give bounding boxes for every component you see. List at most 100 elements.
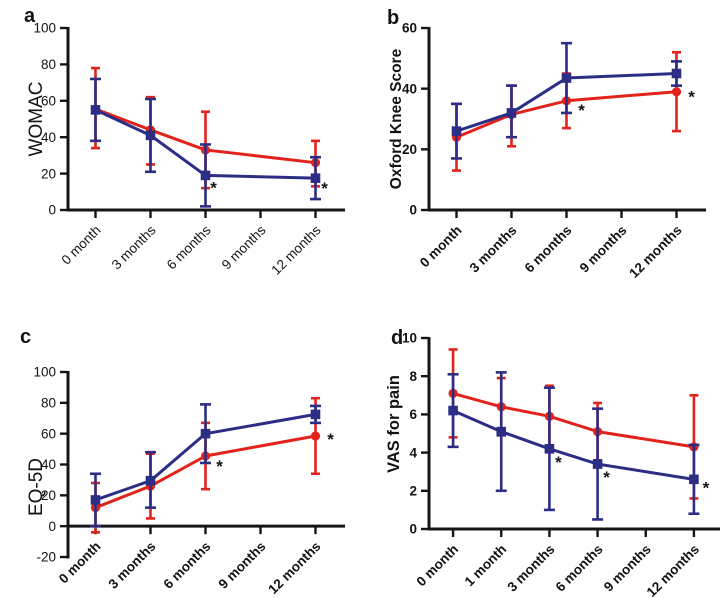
y-tick-label: -20: [36, 550, 56, 565]
square-marker: [592, 459, 603, 469]
square-marker: [310, 173, 321, 183]
y-axis-title: Oxford Knee Score: [388, 48, 405, 189]
x-tick-label: 3 months: [109, 222, 159, 272]
square-marker: [90, 105, 101, 115]
x-tick-label: 6 months: [522, 223, 575, 276]
square-marker: [200, 428, 211, 439]
y-tick-label: 0: [409, 522, 417, 537]
x-tick-label: 6 months: [164, 222, 214, 272]
asterisk: *: [703, 478, 710, 497]
axes: [66, 27, 345, 212]
significance-asterisks: **: [210, 178, 328, 198]
panel-letter: d: [391, 327, 403, 349]
y-axis-ticks: 0 20 40 60: [402, 21, 429, 218]
x-tick-label: 0 month: [417, 223, 465, 271]
square-marker: [496, 426, 507, 437]
y-tick-label: 100: [33, 365, 56, 380]
asterisk: *: [688, 88, 695, 107]
y-tick-label: 4: [409, 445, 417, 460]
x-tick-label: 12 months: [268, 222, 323, 277]
x-tick-label: 12 months: [644, 542, 702, 598]
y-axis-ticks: 0 2 4 6 8 10: [402, 331, 429, 537]
y-axis-title: WOMAC: [26, 82, 47, 157]
y-tick-label: 60: [41, 426, 56, 441]
x-tick-label: 0 month: [413, 542, 461, 590]
square-marker: [451, 126, 462, 136]
chart-a: 0 20 40 60 80 100 WOMAC 0 month 3 months 6 months…: [24, 5, 345, 278]
y-tick-label: 60: [41, 94, 56, 109]
y-axis-ticks: -20 0 20 40 60 80 100: [33, 365, 68, 565]
x-tick-label: 12 months: [265, 539, 323, 597]
x-tick-label: 3 months: [504, 542, 557, 595]
asterisk: *: [578, 101, 585, 120]
series-blue-squares: [90, 77, 321, 208]
data-line: [94, 108, 316, 180]
panel-c-eq5d-chart: -20 0 20 40 60 80 100 EQ-5D 0 month 3 months 6 mon…: [0, 299, 361, 598]
x-tick-label: 9 months: [216, 539, 269, 592]
asterisk: *: [210, 178, 217, 197]
x-tick-label: 0 month: [56, 539, 104, 587]
y-tick-label: 6: [409, 407, 417, 422]
y-tick-label: 80: [41, 396, 56, 411]
y-tick-label: 20: [41, 166, 56, 181]
data-line: [455, 90, 677, 139]
circle-marker: [671, 87, 682, 97]
y-axis-title: EQ-5D: [26, 458, 47, 516]
panel-d-vas-pain-chart: 0 2 4 6 8 10 VAS for pain 0 month 1 month 3 month…: [361, 299, 722, 598]
asterisk: *: [603, 468, 610, 487]
x-tick-label: 3 months: [467, 223, 520, 276]
y-tick-label: 2: [409, 484, 417, 499]
data-line: [456, 72, 677, 133]
panel-a-womac-chart: 0 20 40 60 80 100 WOMAC 0 month 3 months 6 months…: [0, 0, 361, 299]
y-axis-title: VAS for pain: [385, 375, 403, 473]
data-line: [94, 434, 316, 510]
y-tick-label: 40: [402, 81, 417, 96]
y-axis-ticks: 0 20 40 60 80 100: [33, 21, 68, 218]
y-tick-label: 0: [409, 203, 417, 218]
data-line: [95, 412, 316, 502]
panel-b-oxford-knee-score-chart: 0 20 40 60 Oxford Knee Score 0 month 3 months 6…: [361, 0, 722, 299]
series-blue-squares: [90, 403, 321, 528]
panel-letter: a: [24, 5, 36, 27]
square-marker: [689, 474, 699, 485]
y-tick-label: 80: [41, 57, 56, 72]
data-line: [452, 409, 695, 481]
significance-asterisks: **: [578, 88, 695, 120]
y-tick-label: 0: [48, 203, 56, 218]
axes: [427, 27, 706, 212]
square-marker: [448, 405, 458, 416]
y-tick-label: 40: [41, 130, 56, 145]
asterisk: *: [327, 430, 334, 449]
axes: [427, 337, 720, 531]
y-tick-label: 20: [402, 142, 417, 157]
y-tick-label: 20: [41, 488, 56, 503]
axes: [66, 371, 345, 559]
y-tick-label: 0: [48, 519, 56, 534]
data-line: [452, 391, 695, 449]
y-tick-label: 8: [409, 369, 417, 384]
square-marker: [561, 73, 572, 83]
data-line: [94, 107, 316, 165]
chart-b: 0 20 40 60 Oxford Knee Score 0 month 3 months 6…: [387, 7, 706, 281]
square-marker: [671, 68, 682, 79]
significance-asterisks: **: [216, 430, 334, 476]
square-marker: [145, 475, 156, 486]
series-blue-squares: [451, 41, 682, 160]
square-marker: [200, 170, 211, 181]
x-tick-label: 3 months: [106, 539, 159, 592]
square-marker: [145, 130, 156, 141]
y-tick-label: 10: [402, 331, 417, 346]
series-blue-squares: [447, 371, 700, 521]
square-marker: [310, 409, 321, 420]
square-marker: [544, 443, 555, 454]
square-marker: [90, 495, 101, 505]
y-tick-label: 60: [402, 21, 417, 36]
asterisk: *: [555, 453, 562, 472]
circle-marker: [310, 431, 321, 441]
